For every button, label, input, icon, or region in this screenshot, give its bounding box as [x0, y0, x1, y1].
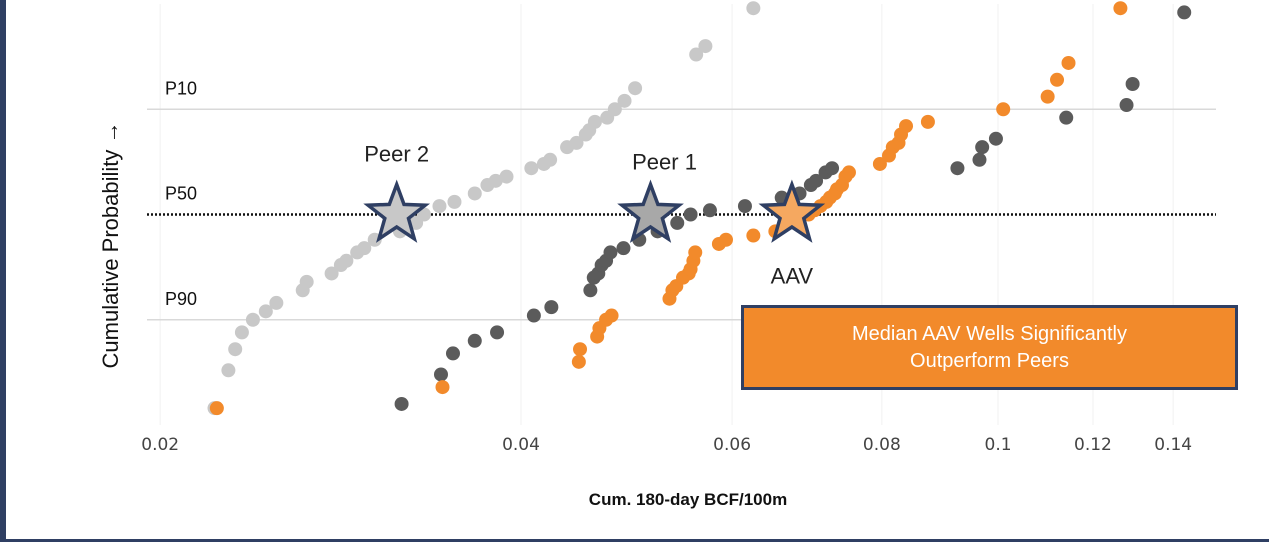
data-point	[604, 308, 619, 323]
data-point	[1061, 55, 1076, 70]
x-tick-label: 0.08	[863, 435, 901, 455]
data-point	[988, 131, 1003, 146]
data-point	[573, 342, 588, 357]
callout-box: Median AAV Wells Significantly Outperfor…	[741, 305, 1238, 390]
data-point	[526, 308, 541, 323]
star-label: Peer 2	[364, 142, 429, 167]
callout-line-1: Median AAV Wells Significantly	[852, 323, 1127, 345]
data-point	[490, 325, 505, 340]
data-point	[825, 161, 840, 176]
data-point	[234, 325, 249, 340]
x-tick-label: 0.04	[502, 435, 540, 455]
level-label-p10: P10	[165, 78, 197, 98]
data-point	[571, 354, 586, 369]
data-point	[488, 173, 503, 188]
data-point	[616, 241, 631, 256]
data-point	[950, 161, 965, 176]
data-point	[996, 102, 1011, 117]
y-axis-label: Cumulative Probability →	[98, 122, 123, 369]
data-point	[688, 245, 703, 260]
x-tick-label: 0.1	[985, 435, 1012, 455]
data-point	[499, 169, 514, 184]
data-point	[809, 173, 824, 188]
x-tick-label: 0.12	[1074, 435, 1112, 455]
x-axis-label: Cum. 180-day BCF/100m	[589, 490, 787, 509]
data-point	[435, 380, 450, 395]
x-tick-label: 0.06	[713, 435, 751, 455]
data-point	[209, 401, 224, 416]
data-point	[1119, 98, 1134, 113]
data-point	[394, 396, 409, 411]
data-point	[737, 199, 752, 214]
data-point	[221, 363, 236, 378]
point-layer	[207, 1, 1192, 416]
data-point	[899, 119, 914, 134]
data-point	[628, 81, 643, 96]
data-point	[524, 161, 539, 176]
data-point	[1050, 72, 1065, 87]
data-point	[339, 253, 354, 268]
data-point	[689, 47, 704, 62]
data-point	[1125, 76, 1140, 91]
data-point	[324, 266, 339, 281]
data-point	[920, 114, 935, 129]
data-point	[228, 342, 243, 357]
data-point	[258, 304, 273, 319]
data-point	[1059, 110, 1074, 125]
data-point	[467, 186, 482, 201]
data-point	[1113, 1, 1128, 16]
data-point	[746, 228, 761, 243]
data-point	[433, 367, 448, 382]
level-label-p50: P50	[165, 184, 197, 204]
slide-frame-left	[0, 0, 6, 542]
data-point	[975, 140, 990, 155]
data-point	[607, 102, 622, 117]
data-point	[357, 241, 372, 256]
level-label-p90: P90	[165, 289, 197, 309]
data-point	[299, 274, 314, 289]
callout-line-2: Outperform Peers	[910, 350, 1069, 372]
data-point	[583, 283, 598, 298]
median-star-marker	[363, 179, 431, 243]
data-point	[746, 1, 761, 16]
data-point	[698, 39, 713, 54]
data-point	[447, 194, 462, 209]
x-tick-layer: 0.02 0.04 0.06 0.08 0.1 0.12 0.14	[141, 435, 1192, 455]
star-label: AAV	[771, 264, 814, 289]
data-point	[245, 312, 260, 327]
data-point	[587, 114, 602, 129]
data-point	[432, 199, 447, 214]
median-star-marker	[617, 179, 684, 243]
data-point	[543, 152, 558, 167]
star-layer: Peer 2 Peer 1 AAV	[363, 142, 826, 289]
data-point	[544, 300, 559, 315]
data-point	[603, 245, 618, 260]
star-label: Peer 1	[632, 150, 697, 175]
data-point	[972, 152, 987, 167]
data-point	[569, 135, 584, 150]
x-tick-label: 0.14	[1154, 435, 1192, 455]
data-point	[670, 215, 685, 230]
data-point	[1040, 89, 1055, 104]
data-point	[617, 93, 632, 108]
data-point	[718, 232, 733, 247]
data-point	[872, 156, 887, 171]
data-point	[702, 203, 717, 218]
data-point	[269, 295, 284, 310]
data-point	[445, 346, 460, 361]
data-point	[1177, 5, 1192, 20]
x-tick-label: 0.02	[141, 435, 179, 455]
slide-frame-bottom	[0, 539, 1269, 542]
data-point	[841, 165, 856, 180]
level-label-layer: P10 P50 P90	[165, 78, 197, 309]
data-point	[467, 333, 482, 348]
data-point	[683, 207, 698, 222]
median-star-marker	[758, 179, 826, 243]
